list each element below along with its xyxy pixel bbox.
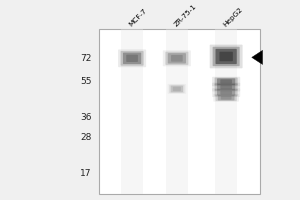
FancyBboxPatch shape — [171, 86, 183, 92]
FancyBboxPatch shape — [215, 49, 237, 64]
Text: 17: 17 — [80, 169, 92, 178]
FancyBboxPatch shape — [212, 83, 240, 91]
FancyBboxPatch shape — [123, 53, 141, 64]
FancyBboxPatch shape — [171, 55, 183, 62]
Text: 55: 55 — [80, 77, 92, 86]
FancyBboxPatch shape — [165, 52, 188, 65]
FancyBboxPatch shape — [166, 29, 188, 194]
FancyBboxPatch shape — [126, 55, 138, 62]
FancyBboxPatch shape — [212, 77, 240, 86]
Text: 72: 72 — [80, 54, 92, 63]
FancyBboxPatch shape — [121, 29, 143, 194]
FancyBboxPatch shape — [121, 51, 144, 66]
FancyBboxPatch shape — [219, 52, 233, 61]
FancyBboxPatch shape — [220, 85, 232, 89]
FancyBboxPatch shape — [99, 29, 260, 194]
FancyBboxPatch shape — [217, 78, 235, 85]
FancyBboxPatch shape — [220, 79, 232, 84]
Text: 28: 28 — [80, 133, 92, 142]
Text: ZR-75-1: ZR-75-1 — [172, 3, 197, 28]
FancyBboxPatch shape — [221, 96, 232, 100]
FancyBboxPatch shape — [214, 83, 238, 91]
FancyBboxPatch shape — [220, 91, 232, 95]
Text: MCF-7: MCF-7 — [128, 7, 148, 28]
FancyBboxPatch shape — [214, 89, 238, 96]
FancyBboxPatch shape — [213, 47, 240, 66]
Text: HepG2: HepG2 — [222, 6, 244, 28]
Text: 36: 36 — [80, 113, 92, 122]
FancyBboxPatch shape — [215, 95, 237, 101]
FancyBboxPatch shape — [212, 88, 240, 97]
FancyBboxPatch shape — [118, 49, 146, 67]
FancyBboxPatch shape — [163, 50, 191, 66]
FancyBboxPatch shape — [215, 29, 237, 194]
Polygon shape — [252, 50, 262, 64]
FancyBboxPatch shape — [169, 85, 184, 93]
FancyBboxPatch shape — [218, 95, 235, 100]
FancyBboxPatch shape — [168, 53, 186, 64]
FancyBboxPatch shape — [214, 78, 238, 85]
FancyBboxPatch shape — [213, 94, 239, 102]
FancyBboxPatch shape — [217, 84, 235, 90]
FancyBboxPatch shape — [173, 87, 181, 91]
FancyBboxPatch shape — [217, 90, 235, 96]
FancyBboxPatch shape — [168, 84, 186, 94]
FancyBboxPatch shape — [210, 45, 243, 68]
